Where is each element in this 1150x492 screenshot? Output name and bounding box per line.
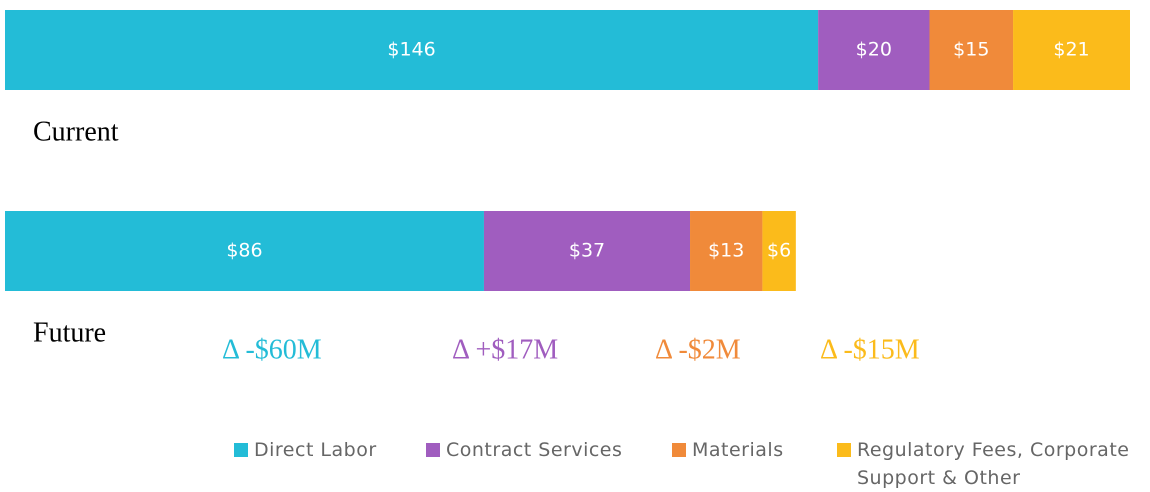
legend-label: Materials bbox=[692, 439, 784, 461]
legend-swatch bbox=[672, 443, 686, 457]
legend-item: Direct Labor bbox=[234, 436, 377, 464]
bar-segment bbox=[762, 211, 796, 291]
bar-segment bbox=[690, 211, 763, 291]
bar-segment bbox=[929, 10, 1014, 90]
annotation: Δ -$2M bbox=[655, 334, 741, 365]
category-label: Current bbox=[33, 116, 119, 147]
annotation: Δ -$15M bbox=[820, 334, 920, 365]
legend-item: Regulatory Fees, Corporate Support & Oth… bbox=[837, 436, 1142, 492]
legend-swatch bbox=[837, 443, 851, 457]
legend-swatch bbox=[234, 443, 248, 457]
category-label: Future bbox=[33, 317, 106, 348]
legend-label: Direct Labor bbox=[254, 439, 377, 461]
value-label: $20 bbox=[856, 39, 892, 61]
bar-segment bbox=[483, 211, 691, 291]
legend-label: Contract Services bbox=[446, 439, 623, 461]
value-label: $21 bbox=[1053, 39, 1089, 61]
bar-segment bbox=[818, 10, 930, 90]
annotation: Δ -$60M bbox=[222, 334, 322, 365]
value-label: $146 bbox=[387, 39, 435, 61]
value-label: $13 bbox=[708, 240, 744, 262]
bar-segment bbox=[5, 10, 819, 90]
value-label: $37 bbox=[569, 240, 605, 262]
legend-item: Materials bbox=[672, 436, 784, 464]
bar-segment bbox=[5, 211, 484, 291]
legend-label: Regulatory Fees, Corporate Support & Oth… bbox=[857, 439, 1130, 489]
value-label: $6 bbox=[767, 240, 791, 262]
value-label: $15 bbox=[953, 39, 989, 61]
legend-swatch bbox=[426, 443, 440, 457]
bar-segment bbox=[1013, 10, 1130, 90]
legend: Direct Labor Contract Services Materials Re… bbox=[0, 436, 1150, 491]
value-label: $86 bbox=[226, 240, 262, 262]
annotation: Δ +$17M bbox=[452, 334, 558, 365]
legend-item: Contract Services bbox=[426, 436, 622, 464]
